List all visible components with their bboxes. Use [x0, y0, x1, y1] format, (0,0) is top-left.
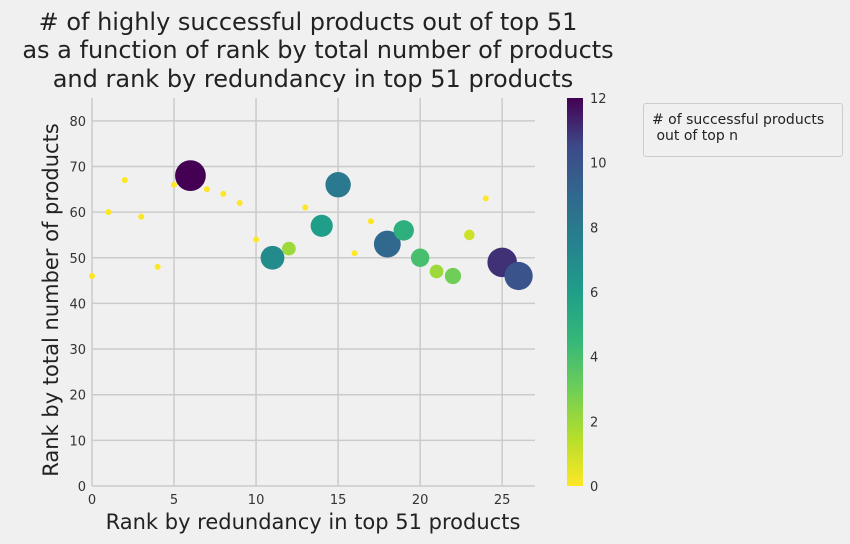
data-point — [302, 204, 309, 211]
y-tick-label: 80 — [69, 115, 86, 130]
data-point — [351, 250, 358, 257]
data-point — [121, 177, 128, 184]
data-point — [504, 261, 533, 291]
y-tick-label: 0 — [78, 480, 86, 495]
data-point — [236, 199, 243, 206]
grid — [91, 98, 535, 487]
data-point — [367, 218, 374, 225]
scatter-points — [89, 160, 533, 291]
data-point — [429, 264, 444, 279]
data-point — [310, 214, 333, 237]
legend-title: # of successful products out of top n — [652, 112, 825, 144]
data-point — [154, 263, 161, 270]
data-point — [410, 248, 430, 267]
x-tick-label: 20 — [412, 493, 429, 508]
data-point — [175, 160, 206, 191]
y-tick-label: 70 — [69, 160, 86, 175]
data-point — [105, 209, 112, 216]
y-tick-label: 50 — [69, 252, 86, 267]
x-tick-label: 15 — [330, 493, 347, 508]
chart-title: # of highly successful products out of t… — [22, 8, 613, 93]
data-point — [171, 181, 178, 188]
x-tick-label: 25 — [494, 493, 511, 508]
data-point — [220, 190, 227, 197]
colorbar-tick-label: 2 — [590, 415, 598, 430]
title-line-1: # of highly successful products out of t… — [39, 8, 578, 36]
data-point — [444, 267, 462, 285]
colorbar-tick-labels: 0 2 4 6 8 10 12 — [590, 92, 607, 495]
y-axis-label: Rank by total number of products — [39, 123, 63, 477]
colorbar-tick-label: 4 — [590, 351, 598, 366]
title-line-2: as a function of rank by total number of… — [22, 36, 613, 64]
x-tick-label: 0 — [88, 493, 96, 508]
colorbar — [567, 98, 583, 486]
data-point — [393, 220, 414, 241]
y-tick-label: 30 — [69, 343, 86, 358]
x-tick-labels: 0 5 10 15 20 25 — [88, 493, 511, 508]
data-point — [373, 230, 401, 258]
data-point — [282, 241, 296, 256]
y-tick-label: 10 — [69, 434, 86, 449]
colorbar-tick-label: 6 — [590, 286, 598, 301]
x-axis-label: Rank by redundancy in top 51 products — [106, 510, 521, 534]
x-tick-label: 10 — [248, 493, 265, 508]
y-tick-label: 40 — [69, 297, 86, 312]
data-point — [464, 229, 475, 241]
data-point — [89, 273, 95, 280]
y-tick-label: 60 — [69, 206, 86, 221]
y-tick-labels: 0 10 20 30 40 50 60 70 80 — [69, 115, 86, 495]
colorbar-tick-label: 10 — [590, 157, 607, 172]
colorbar-tick-label: 12 — [590, 92, 607, 107]
data-point — [482, 195, 489, 202]
data-point — [260, 245, 285, 270]
colorbar-tick-label: 0 — [590, 480, 598, 495]
legend: # of successful products out of top n — [643, 103, 843, 157]
data-point — [138, 213, 145, 220]
data-point — [325, 172, 351, 198]
title-line-3: and rank by redundancy in top 51 product… — [53, 65, 574, 93]
x-tick-label: 5 — [170, 493, 178, 508]
y-tick-label: 20 — [69, 389, 86, 404]
data-point — [253, 236, 260, 243]
data-point — [203, 186, 210, 193]
colorbar-tick-label: 8 — [590, 221, 598, 236]
